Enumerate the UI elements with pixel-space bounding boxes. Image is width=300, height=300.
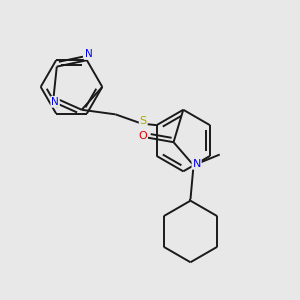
Text: N: N <box>51 97 59 107</box>
Text: N: N <box>85 49 92 59</box>
Text: N: N <box>192 159 201 169</box>
Text: S: S <box>140 116 147 125</box>
Text: O: O <box>138 131 147 141</box>
